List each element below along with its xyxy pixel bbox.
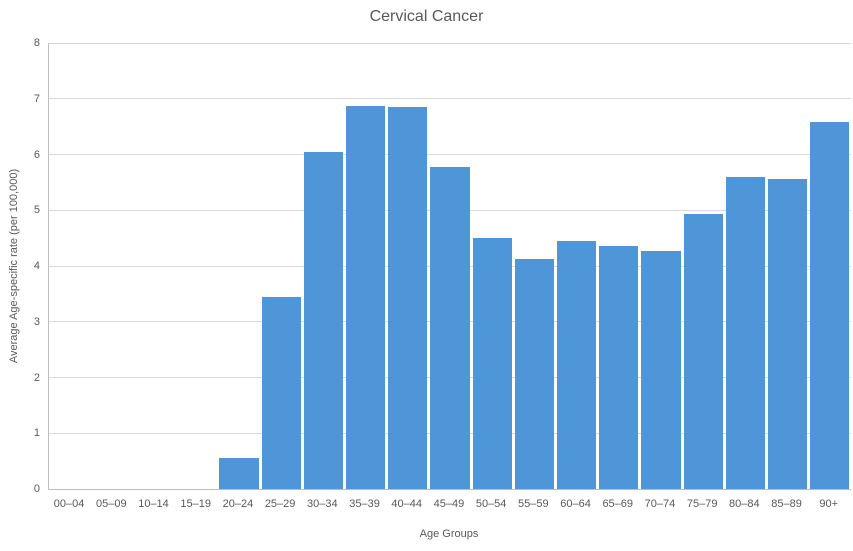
y-tick-label: 0 — [33, 483, 40, 495]
bar-70–74 — [641, 250, 681, 489]
gridline — [49, 98, 851, 100]
gridline — [49, 42, 851, 44]
x-tick-label: 10–14 — [138, 498, 169, 510]
bar-slot — [471, 43, 513, 489]
x-tick-label: 35–39 — [349, 498, 380, 510]
bar-35–39 — [345, 106, 386, 489]
bar-90+ — [810, 122, 850, 489]
x-tick-label: 55–59 — [518, 498, 549, 510]
x-axis-tick-labels: 00–04 05–09 10–14 15–19 20–24 25–29 30–34 35–39… — [48, 498, 850, 510]
x-tick-label: 40–44 — [391, 498, 423, 510]
bar-30–34 — [303, 151, 343, 489]
plot-area — [48, 42, 851, 490]
x-tick-label: 90+ — [819, 498, 839, 510]
y-tick-label: 5 — [33, 204, 40, 217]
bar-slot — [387, 43, 429, 489]
bar-slot — [682, 43, 724, 489]
y-tick-label: 2 — [33, 371, 40, 384]
bar-slot — [218, 43, 260, 489]
y-axis-tick-labels: 0 1 2 3 4 5 6 7 8 — [0, 37, 40, 495]
y-tick-label: 3 — [33, 315, 40, 328]
bar-60–64 — [556, 240, 597, 489]
x-tick-label: 05–09 — [96, 498, 127, 510]
bar-65–69 — [599, 245, 639, 489]
bar-50–54 — [472, 237, 512, 489]
bar-20–24 — [219, 458, 259, 489]
y-tick-label: 7 — [33, 92, 40, 105]
bar-80–84 — [725, 176, 765, 489]
gridline — [49, 154, 851, 155]
bar-85–89 — [767, 179, 808, 489]
bar-slot — [724, 43, 766, 489]
bar-25–29 — [261, 296, 301, 489]
y-tick-label: 1 — [33, 427, 40, 440]
bar-slot — [344, 43, 386, 489]
bar-45–49 — [430, 167, 470, 489]
x-tick-label: 75–79 — [686, 498, 718, 510]
y-tick-label: 8 — [33, 37, 40, 49]
bar-slot — [91, 43, 133, 489]
bar-slot — [513, 43, 555, 489]
x-tick-label: 65–69 — [602, 498, 634, 510]
x-tick-label: 80–84 — [729, 498, 760, 510]
bar-slot — [640, 43, 682, 489]
bar-slot — [555, 43, 597, 489]
bar-slot — [49, 43, 91, 489]
bar-slot — [429, 43, 471, 489]
x-tick-label: 60–64 — [560, 498, 591, 510]
chart-title: Cervical Cancer — [369, 8, 484, 25]
bar-slot — [133, 43, 175, 489]
bar-slot — [302, 43, 344, 489]
bar-slot — [809, 43, 851, 489]
x-axis-title: Age Groups — [419, 528, 479, 540]
x-tick-label: 15–19 — [180, 498, 211, 510]
bar-slot — [766, 43, 808, 489]
bar-slot — [260, 43, 302, 489]
x-tick-label: 85–89 — [771, 498, 802, 510]
x-tick-label: 70–74 — [644, 498, 676, 510]
x-tick-label: 20–24 — [222, 498, 254, 510]
bar-slot — [598, 43, 640, 489]
bars-layer — [49, 43, 851, 489]
bar-55–59 — [514, 258, 554, 489]
bar-75–79 — [683, 214, 723, 489]
y-tick-label: 4 — [33, 260, 40, 272]
x-tick-label: 50–54 — [475, 498, 507, 510]
bar-slot — [176, 43, 218, 489]
x-tick-label: 25–29 — [264, 498, 296, 510]
x-tick-label: 45–49 — [433, 498, 465, 510]
x-tick-label: 00–04 — [53, 498, 85, 510]
y-tick-label: 6 — [33, 148, 40, 161]
bar-40–44 — [388, 107, 428, 489]
x-tick-label: 30–34 — [307, 498, 338, 510]
